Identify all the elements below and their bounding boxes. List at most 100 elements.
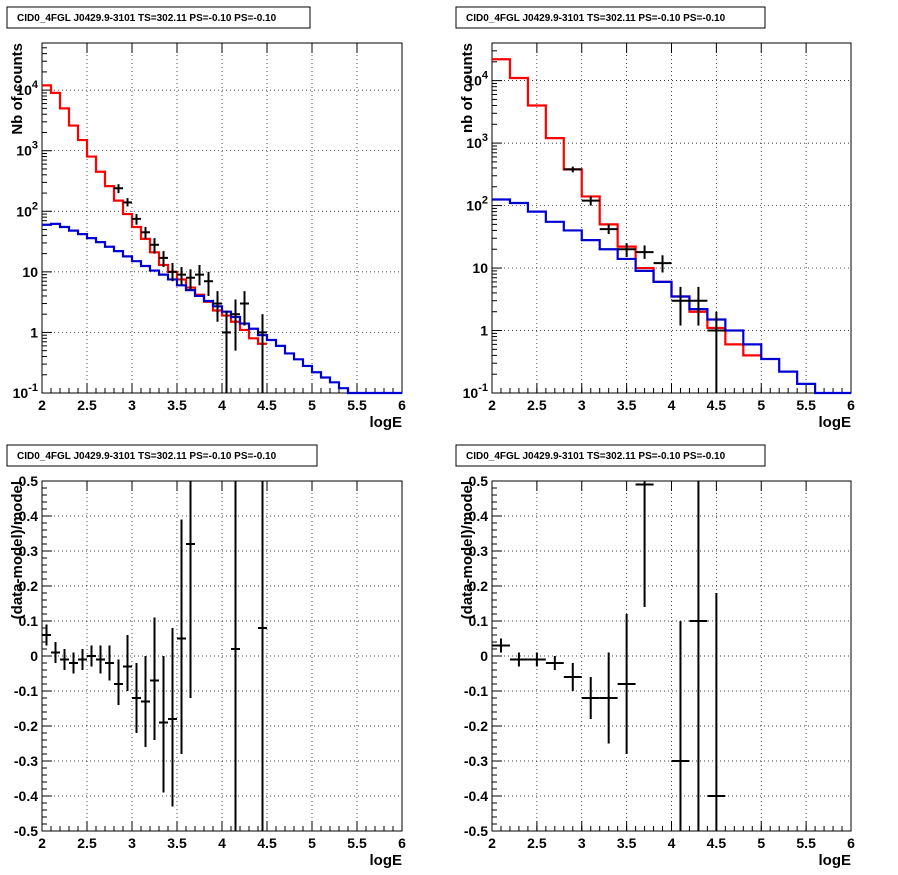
y-tick-label: -0.4 <box>464 788 488 804</box>
y-tick-label: 0.5 <box>19 473 39 489</box>
x-axis-label: logE <box>819 852 852 869</box>
x-tick-label: 2 <box>38 835 46 851</box>
y-tick-label: -0.3 <box>464 753 488 769</box>
data-point <box>168 628 177 807</box>
data-point <box>150 238 159 254</box>
data-point <box>177 519 186 754</box>
x-tick-label: 4.5 <box>257 397 277 413</box>
title-box <box>455 6 766 29</box>
x-tick-label: 2 <box>488 397 496 413</box>
x-tick-label: 3 <box>578 835 586 851</box>
data-point <box>240 291 249 326</box>
data-point <box>96 645 105 674</box>
data-point <box>599 652 618 744</box>
data-point <box>563 663 582 691</box>
y-tick-label: 0.1 <box>469 613 489 629</box>
x-tick-label: 5 <box>308 397 316 413</box>
data-point <box>213 291 222 322</box>
y-axis-label: Nb of counts <box>9 43 26 135</box>
y-tick-label: 10-1 <box>13 382 38 401</box>
y-tick-label: 10 <box>22 264 38 280</box>
x-tick-label: 4.5 <box>257 835 277 851</box>
panel-title: CID0_4FGL J0429.9-3101 TS=302.11 PS=-0.1… <box>466 451 726 462</box>
panel-4: CID0_4FGL J0429.9-3101 TS=302.11 PS=-0.1… <box>455 444 855 869</box>
y-tick-label: 104 <box>466 70 489 89</box>
x-axis-label: logE <box>370 414 403 431</box>
x-tick-label: 3.5 <box>167 835 187 851</box>
data-point <box>258 481 267 831</box>
data-point <box>689 286 708 326</box>
data-point <box>69 652 78 674</box>
title-box <box>6 6 311 29</box>
data-point <box>105 645 114 681</box>
data-point <box>563 166 582 173</box>
panel-title: CID0_4FGL J0429.9-3101 TS=302.11 PS=-0.1… <box>17 451 277 462</box>
data-point <box>123 635 132 691</box>
y-tick-label: 0.1 <box>19 613 39 629</box>
data-point <box>141 227 150 239</box>
x-tick-label: 3.5 <box>617 835 637 851</box>
data-points <box>114 184 267 393</box>
background-model-histogram <box>492 198 851 395</box>
data-point <box>222 310 231 393</box>
y-tick-label: 0 <box>30 648 38 664</box>
x-tick-label: 3 <box>128 397 136 413</box>
data-point <box>707 311 726 393</box>
data-point <box>132 663 141 733</box>
y-tick-label: -0.3 <box>14 753 38 769</box>
data-points <box>492 481 726 831</box>
y-tick-label: 1 <box>480 323 488 339</box>
data-point <box>509 652 528 667</box>
x-tick-label: 5.5 <box>347 397 367 413</box>
data-point <box>231 481 240 831</box>
x-tick-label: 2.5 <box>77 397 97 413</box>
x-tick-label: 3.5 <box>617 397 637 413</box>
y-tick-label: 0.3 <box>469 543 489 559</box>
data-point <box>258 314 267 393</box>
data-point <box>60 649 69 670</box>
data-point <box>159 251 168 268</box>
data-point <box>707 593 726 831</box>
data-point <box>635 245 654 259</box>
data-point <box>123 198 132 207</box>
data-point <box>671 286 690 326</box>
data-point <box>653 255 672 273</box>
y-tick-label: 0.3 <box>19 543 39 559</box>
x-tick-label: 5 <box>757 397 765 413</box>
y-tick-label: 0.4 <box>469 508 489 524</box>
x-tick-label: 6 <box>398 397 406 413</box>
data-points <box>42 481 267 831</box>
y-tick-label: 103 <box>16 140 38 159</box>
x-tick-label: 6 <box>847 397 855 413</box>
y-axis-label: nb of counts <box>459 43 476 133</box>
panel-2: CID0_4FGL J0429.9-3101 TS=302.11 PS=-0.1… <box>455 6 855 431</box>
title-box <box>455 444 766 467</box>
grid <box>42 43 402 393</box>
y-axis-label: (data-model)/model <box>459 481 476 619</box>
grid <box>492 481 851 831</box>
x-tick-label: 5.5 <box>796 835 816 851</box>
y-tick-label: 103 <box>466 132 488 151</box>
grid <box>42 481 402 831</box>
x-tick-label: 2 <box>38 397 46 413</box>
y-tick-label: 10 <box>472 260 488 276</box>
x-tick-label: 4.5 <box>707 397 727 413</box>
y-tick-label: 102 <box>16 200 38 219</box>
y-tick-label: -0.5 <box>464 823 488 839</box>
data-point <box>545 656 564 670</box>
data-point <box>599 224 618 235</box>
x-tick-label: 4.5 <box>707 835 727 851</box>
y-tick-label: -0.5 <box>14 823 38 839</box>
x-tick-label: 6 <box>847 835 855 851</box>
y-tick-label: -0.1 <box>464 683 488 699</box>
x-tick-label: 5.5 <box>796 397 816 413</box>
data-point <box>231 299 240 351</box>
x-tick-label: 5 <box>757 835 765 851</box>
data-point <box>141 656 150 747</box>
data-point <box>51 642 60 663</box>
panel-title: CID0_4FGL J0429.9-3101 TS=302.11 PS=-0.1… <box>17 13 277 24</box>
data-point <box>617 243 636 258</box>
data-point <box>186 269 195 291</box>
data-point <box>689 481 708 831</box>
data-point <box>168 263 177 282</box>
